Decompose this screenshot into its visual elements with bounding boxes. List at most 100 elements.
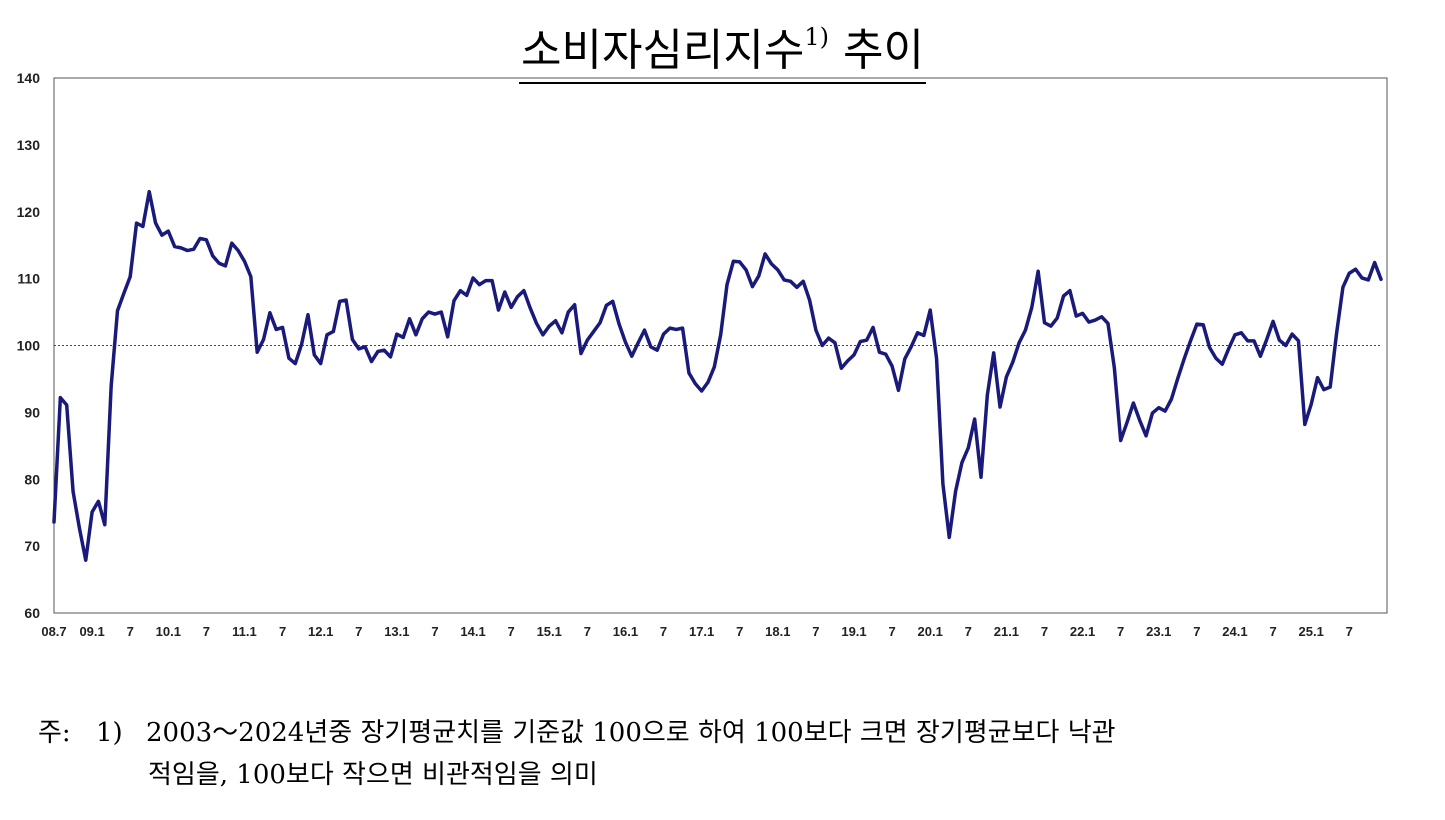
data-point [128,275,132,279]
y-tick-label: 90 [24,404,40,420]
chart-title-underlined: 소비자심리지수1) 추이 [519,8,926,84]
data-point [947,535,951,539]
data-point [1176,376,1180,380]
data-point [985,393,989,397]
data-point [960,461,964,465]
x-tick-label: 7 [431,624,438,639]
y-axis: 60 70 80 90 100 110 120 130 140 [17,70,41,621]
data-point [1081,311,1085,315]
data-point [236,249,240,253]
data-point [585,338,589,342]
data-point [700,389,704,393]
data-point [655,348,659,352]
series-points [52,190,1383,562]
data-point [90,510,94,514]
data-point [801,279,805,283]
footnote-number: 1) [96,718,123,748]
data-point [1309,402,1313,406]
data-point [389,355,393,359]
data-point [363,345,367,349]
data-point [935,356,939,360]
data-point [973,417,977,421]
data-point [1055,316,1059,320]
data-point [662,332,666,336]
data-point [242,259,246,263]
data-point [1062,294,1066,298]
x-tick-label: 7 [888,624,895,639]
data-point [135,221,139,225]
data-point [1100,315,1104,319]
data-point [592,329,596,333]
chart-title: 소비자심리지수1) 추이 [0,8,1445,84]
y-tick-label: 110 [17,271,40,287]
data-point [1017,341,1021,345]
data-point [376,350,380,354]
data-point [560,331,564,335]
data-point [636,341,640,345]
data-point [1195,322,1199,326]
data-point [420,317,424,321]
data-point [916,331,920,335]
data-point [554,319,558,323]
data-point [287,356,291,360]
data-point [1189,339,1193,343]
x-axis: 08.7 09.1 7 10.1 7 11.1 7 12.1 7 13.1 7 14.1 7 15.1 7 1… [41,624,1353,639]
data-point [1157,406,1161,410]
x-tick-label: 10.1 [156,624,181,639]
x-tick-label: 7 [812,624,819,639]
data-point [1169,397,1173,401]
data-point [611,299,615,303]
data-point [1322,388,1326,392]
data-point [630,354,634,358]
data-point [268,311,272,315]
data-point [77,526,81,530]
x-tick-label: 12.1 [308,624,333,639]
data-point [789,279,793,283]
data-point [1214,356,1218,360]
data-point [1246,339,1250,343]
chart-title-footnote-mark: 1) [804,23,830,51]
data-point [300,342,304,346]
data-point [535,321,539,325]
x-tick-label: 11.1 [232,624,257,639]
data-point [1328,385,1332,389]
data-point [471,276,475,280]
data-point [103,523,107,527]
data-point [998,405,1002,409]
x-tick-label: 7 [965,624,972,639]
data-point [776,268,780,272]
data-point [109,384,113,388]
data-point [1227,347,1231,351]
y-tick-label: 120 [17,204,41,220]
footnote-label: 주: [38,718,71,748]
data-point [642,328,646,332]
data-point [617,322,621,326]
data-point [122,291,126,295]
x-tick-label: 7 [1041,624,1048,639]
x-tick-label: 7 [127,624,134,639]
data-point [1335,331,1339,335]
data-point [204,238,208,242]
data-point [808,298,812,302]
data-point [1379,277,1383,281]
data-point [725,283,729,287]
x-tick-label: 16.1 [613,624,638,639]
chart-title-suffix: 추이 [843,25,924,76]
y-tick-label: 70 [24,538,40,554]
data-point [1011,360,1015,364]
data-point [896,388,900,392]
footnote-line-1: 주: 1) 2003～2024년중 장기평균치를 기준값 100으로 하여 100보… [38,712,1438,754]
data-point [541,333,545,337]
data-point [712,365,716,369]
x-tick-label: 7 [1269,624,1276,639]
data-point [738,260,742,264]
data-point [992,351,996,355]
data-point [1087,320,1091,324]
data-point [1208,346,1212,350]
data-point [1131,401,1135,405]
data-point [1341,285,1345,289]
data-point [1004,375,1008,379]
data-point [414,333,418,337]
data-point [211,254,215,258]
chart-title-text: 소비자심리지수 [521,25,805,76]
